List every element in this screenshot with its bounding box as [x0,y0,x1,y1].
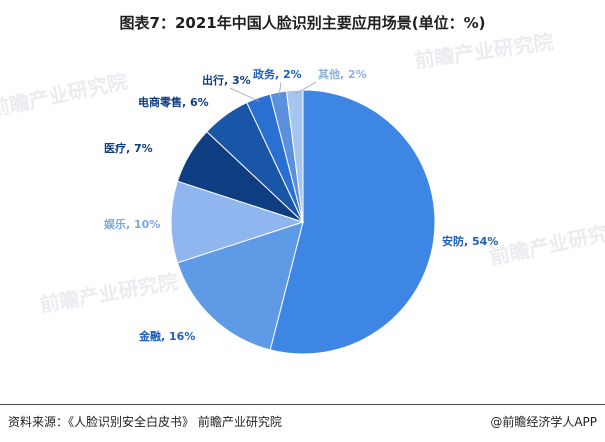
footer-divider [0,404,605,405]
slice-label-0: 安防, 54% [442,234,498,248]
slice-label-2: 娱乐, 10% [104,217,160,231]
pie-slice-1 [176,221,304,351]
pie-slices [170,89,436,355]
leader-line-5 [229,87,260,102]
slice-label-5: 出行, 3% [202,73,251,87]
leader-line-6 [278,81,282,97]
brand-credit: @前瞻经济学人APP [490,415,597,429]
slice-label-7: 其他, 2% [318,67,367,81]
slice-label-6: 政务, 2% [253,67,302,81]
chart-title: 图表7：2021年中国人脸识别主要应用场景(单位：%) [119,14,486,32]
leader-lines [229,81,317,102]
watermark-text-3: 前瞻产业研究院 [488,217,605,270]
slice-label-4: 电商零售, 6% [138,95,209,109]
watermark-text-0: 前瞻产业研究院 [0,69,130,122]
pie-slice-0 [269,89,436,355]
leader-line-7 [294,81,317,95]
pie-slice-2 [170,180,305,264]
watermark-text-4: 前瞻产业研究院 [413,29,555,72]
slice-label-1: 金融, 16% [138,329,195,343]
slice-labels: 安防, 54% 金融, 16% 娱乐, 10% 医疗, 7% 电商零售, 6% 出行, 3… [104,67,498,343]
slice-label-3: 医疗, 7% [104,141,153,155]
source-note: 资料来源：《人脸识别安全白皮书》 前瞻产业研究院 [8,415,282,429]
watermark-text-2: 前瞻产业研究院 [38,269,180,317]
